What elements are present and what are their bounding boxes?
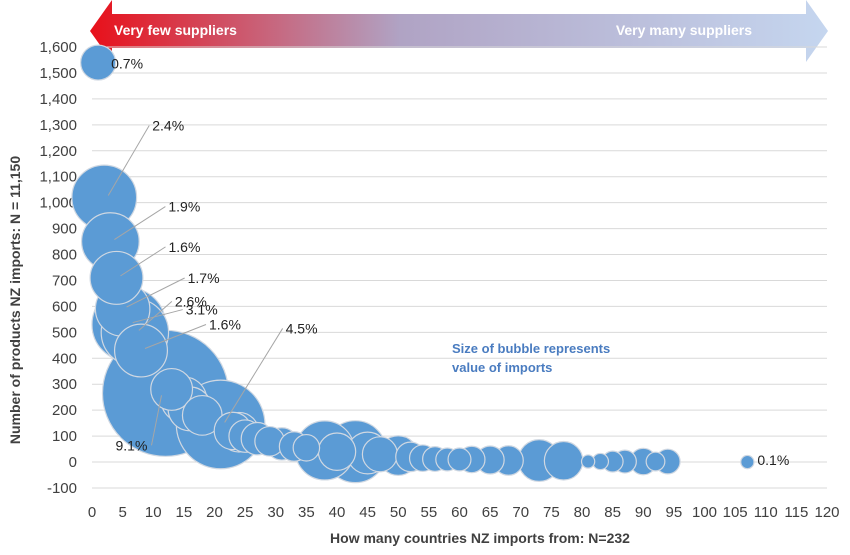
data-label: 1.7% <box>188 270 220 286</box>
x-tick-label: 30 <box>267 504 284 521</box>
y-tick-label: 500 <box>52 324 77 341</box>
y-tick-label: 1,400 <box>39 91 77 108</box>
x-tick-label: 80 <box>574 504 591 521</box>
y-tick-label: 300 <box>52 376 77 393</box>
data-label: 2.6% <box>175 293 207 309</box>
data-label: 0.7% <box>111 56 143 72</box>
y-tick-label: -100 <box>47 480 77 497</box>
bubble-size-note-line-1: Size of bubble represents <box>452 341 610 356</box>
x-tick-label: 25 <box>237 504 254 521</box>
y-tick-label: 700 <box>52 272 77 289</box>
x-tick-label: 50 <box>390 504 407 521</box>
y-tick-label: 1,300 <box>39 117 77 134</box>
bubble <box>580 454 596 469</box>
x-tick-label: 0 <box>88 504 96 521</box>
data-label: 1.9% <box>168 199 200 215</box>
banner-left-label: Very few suppliers <box>114 22 237 38</box>
bubble <box>317 432 357 471</box>
x-tick-label: 95 <box>666 504 683 521</box>
x-tick-label: 110 <box>754 504 778 521</box>
gridlines <box>92 46 827 489</box>
bubble <box>740 454 755 470</box>
data-label: 1.6% <box>169 239 201 255</box>
y-axis-title: Number of products NZ imports: N = 11,15… <box>7 156 23 444</box>
banner-right-label: Very many suppliers <box>616 22 752 38</box>
leader-line <box>132 309 183 324</box>
x-tick-label: 10 <box>145 504 162 521</box>
data-label: 2.4% <box>152 117 184 133</box>
bubble <box>543 440 584 481</box>
x-tick-label: 15 <box>176 504 193 521</box>
bubbles <box>71 44 755 484</box>
bubble <box>113 323 169 378</box>
leader-line <box>107 125 150 196</box>
bubble <box>89 250 144 305</box>
leader-line <box>151 395 162 446</box>
leader-line <box>126 277 185 308</box>
y-tick-label: 600 <box>52 298 77 315</box>
y-tick-label: 400 <box>52 350 77 367</box>
x-tick-label: 70 <box>512 504 529 521</box>
y-tick-label: 1,600 <box>39 39 77 56</box>
x-axis-title: How many countries NZ imports from: N=23… <box>330 530 630 546</box>
data-label: 4.5% <box>286 320 318 336</box>
x-tick-label: 35 <box>298 504 315 521</box>
y-tick-label: 0 <box>69 454 77 471</box>
x-axis-ticks: 0 5 10 15 20 25 30 35 40 45 50 55 60 65 70 75 80 85 90 95 10… <box>88 504 840 521</box>
y-tick-label: 100 <box>52 428 77 445</box>
supplier-range-banner: Very few suppliers Very many suppliers <box>90 0 828 62</box>
bubble <box>150 367 194 411</box>
bubble <box>447 447 472 472</box>
bubble <box>361 436 398 473</box>
bubble <box>292 433 321 462</box>
leader-line <box>120 246 166 277</box>
leader-line <box>114 206 166 240</box>
y-tick-label: 1,200 <box>39 143 77 160</box>
y-tick-label: 1,100 <box>39 169 77 186</box>
data-labels: 0.7%2.4%1.9%1.6%3.1%2.6%1.7%1.6% 4.5%9.1%… <box>107 56 789 468</box>
leader-line <box>144 324 207 349</box>
bubble-size-note-line-2: value of imports <box>452 360 552 375</box>
x-tick-label: 75 <box>543 504 560 521</box>
y-tick-label: 800 <box>52 247 77 264</box>
bubble <box>80 44 117 81</box>
x-tick-label: 5 <box>118 504 126 521</box>
x-tick-label: 20 <box>206 504 223 521</box>
y-tick-label: 900 <box>52 221 77 238</box>
data-label: 1.6% <box>209 317 241 333</box>
x-tick-label: 60 <box>451 504 468 521</box>
x-tick-label: 65 <box>482 504 499 521</box>
x-tick-label: 45 <box>359 504 376 521</box>
x-tick-label: 90 <box>635 504 652 521</box>
data-label: 9.1% <box>116 437 148 453</box>
bubble <box>645 451 666 472</box>
x-tick-label: 55 <box>421 504 438 521</box>
x-tick-label: 105 <box>723 504 748 521</box>
x-tick-label: 85 <box>604 504 621 521</box>
data-label: 3.1% <box>186 302 218 318</box>
y-axis-ticks: -100 0 100 200 300 400 500 600 700 800 900 1,000 1,1… <box>39 39 77 497</box>
x-tick-label: 115 <box>784 504 808 521</box>
y-tick-label: 1,500 <box>39 65 77 82</box>
y-tick-label: 1,000 <box>39 195 77 212</box>
x-tick-label: 40 <box>329 504 346 521</box>
x-tick-label: 120 <box>814 504 839 521</box>
leader-line <box>224 328 284 423</box>
x-tick-label: 100 <box>692 504 717 521</box>
leader-line <box>138 300 173 331</box>
y-tick-label: 200 <box>52 402 77 419</box>
data-label: 0.1% <box>757 452 789 468</box>
